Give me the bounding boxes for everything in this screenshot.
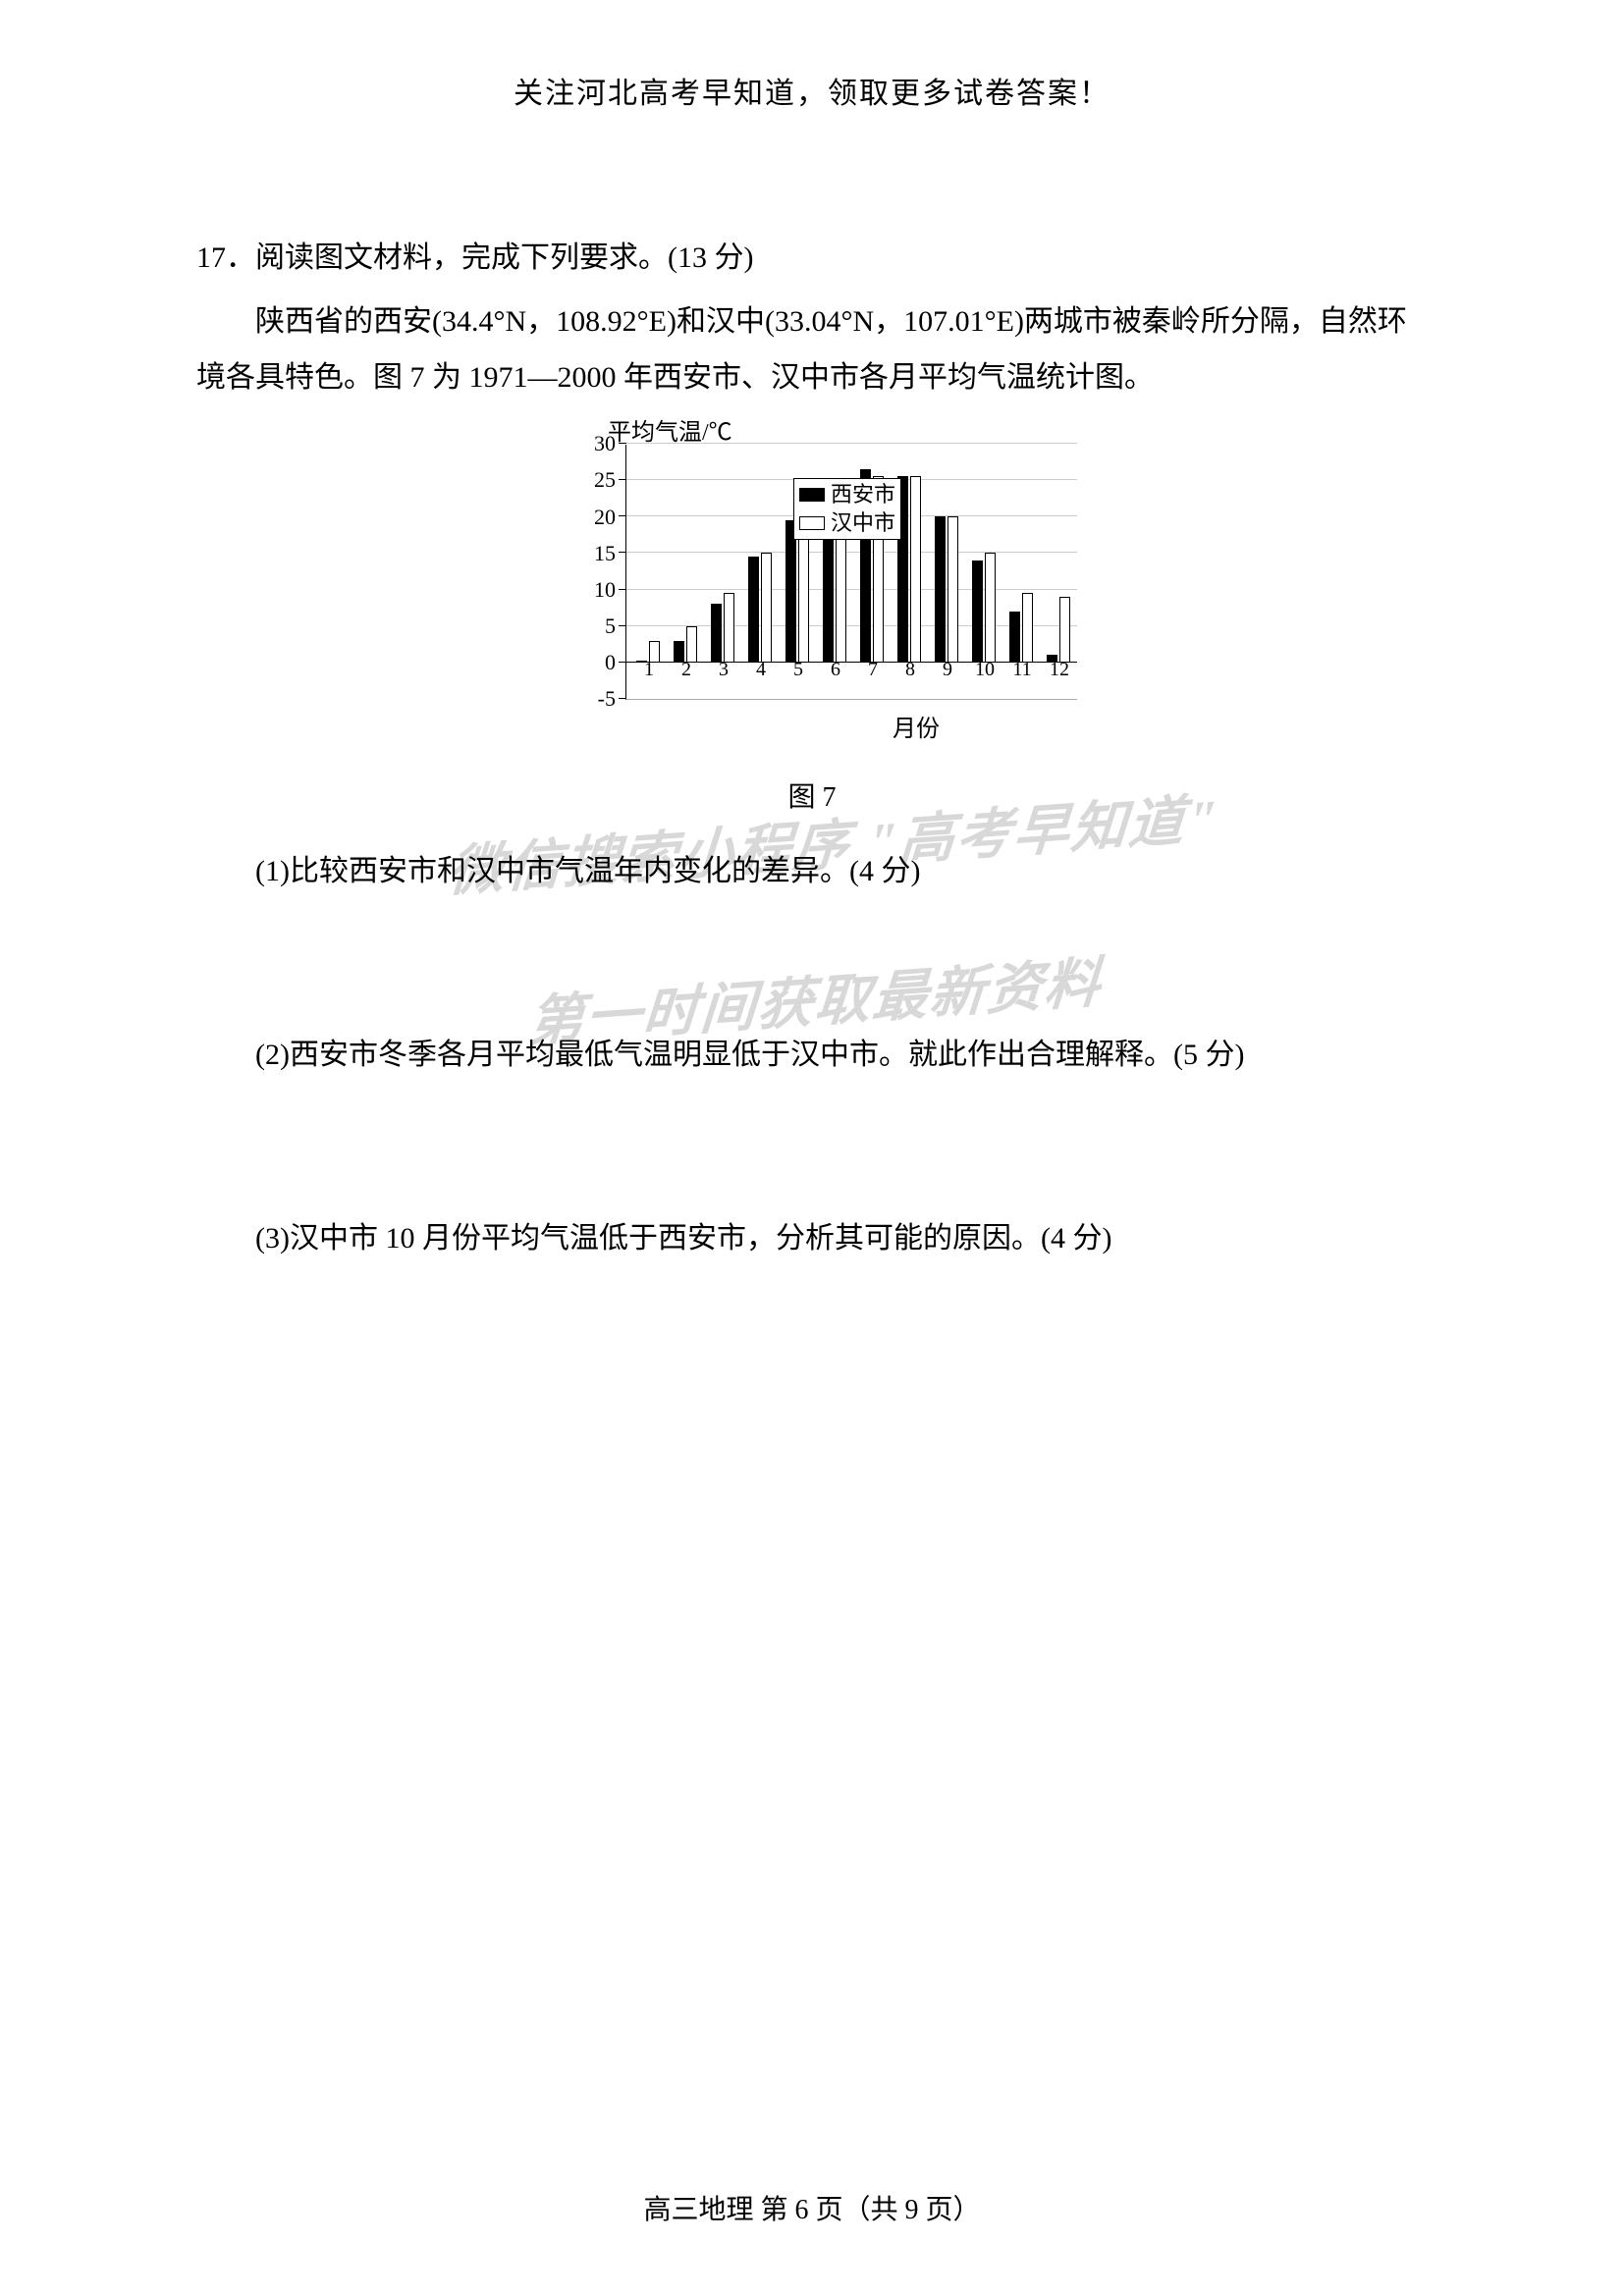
- bar-series-b: [798, 520, 809, 663]
- bar-series-b: [947, 516, 958, 663]
- bar-series-b: [985, 553, 996, 662]
- bar-series-a: [674, 641, 684, 663]
- chart-wrapper: 平均气温/℃ 西安市 汉中市 -505101520253012345678910…: [196, 415, 1428, 824]
- bar-series-a: [935, 516, 946, 663]
- swatch-a: [799, 488, 825, 502]
- y-axis-label: 15: [567, 533, 616, 574]
- y-axis-label: -5: [567, 678, 616, 720]
- y-axis-label: 5: [567, 606, 616, 647]
- content-area: 17．阅读图文材料，完成下列要求。(13 分) 陕西省的西安(34.4°N，10…: [196, 112, 1428, 1266]
- y-tick: [619, 552, 626, 553]
- question-stem-line: 17．阅读图文材料，完成下列要求。(13 分): [196, 230, 1428, 286]
- question-number: 17．: [196, 241, 255, 274]
- y-axis-label: 0: [567, 642, 616, 683]
- chart-caption: 图 7: [196, 772, 1428, 824]
- page-header: 关注河北高考早知道，领取更多试卷答案！: [0, 0, 1624, 112]
- bar-series-a: [785, 520, 796, 663]
- bar-series-a: [748, 557, 759, 663]
- legend-label-a: 西安市: [831, 481, 895, 509]
- x-axis-title: 月份: [893, 708, 940, 753]
- bar-series-b: [910, 476, 921, 662]
- bar-series-a: [636, 661, 647, 663]
- legend-item-a: 西安市: [799, 481, 895, 509]
- sub-question-1: (1)比较西安市和汉中市气温年内变化的差异。(4 分): [196, 843, 1428, 899]
- sub-question-3: (3)汉中市 10 月份平均气温低于西安市，分析其可能的原因。(4 分): [196, 1210, 1428, 1266]
- temperature-bar-chart: 平均气温/℃ 西安市 汉中市 -505101520253012345678910…: [537, 415, 1087, 749]
- plot-area: 西安市 汉中市 -5051015202530123456789101112: [625, 445, 1077, 700]
- y-tick: [619, 698, 626, 699]
- bar-series-a: [1009, 612, 1020, 663]
- grid-line: [626, 589, 1077, 590]
- bar-series-b: [686, 626, 697, 663]
- y-axis-label: 30: [567, 423, 616, 464]
- y-tick: [619, 479, 626, 480]
- bar-series-b: [761, 553, 772, 662]
- header-text: 关注河北高考早知道，领取更多试卷答案！: [514, 78, 1110, 110]
- y-tick: [619, 625, 626, 626]
- question-paragraph: 陕西省的西安(34.4°N，108.92°E)和汉中(33.04°N，107.0…: [196, 294, 1428, 405]
- chart-legend: 西安市 汉中市: [793, 478, 901, 540]
- legend-item-b: 汉中市: [799, 509, 895, 538]
- question-stem: 阅读图文材料，完成下列要求。(13 分): [255, 241, 753, 274]
- bar-series-a: [972, 561, 983, 663]
- page-footer: 高三地理 第 6 页（共 9 页）: [0, 2188, 1624, 2227]
- bar-series-b: [1022, 593, 1033, 663]
- sub-question-2: (2)西安市冬季各月平均最低气温明显低于汉中市。就此作出合理解释。(5 分): [196, 1027, 1428, 1083]
- y-axis-label: 10: [567, 569, 616, 611]
- legend-label-b: 汉中市: [831, 509, 895, 538]
- y-axis-label: 25: [567, 459, 616, 501]
- y-tick: [619, 662, 626, 663]
- y-tick: [619, 443, 626, 444]
- bar-series-b: [649, 641, 660, 663]
- grid-line: [626, 443, 1077, 444]
- bar-series-b: [724, 593, 734, 663]
- y-axis-label: 20: [567, 496, 616, 537]
- bar-series-b: [1059, 597, 1070, 663]
- grid-line: [626, 552, 1077, 553]
- y-tick: [619, 589, 626, 590]
- bar-series-a: [711, 604, 722, 662]
- swatch-b: [799, 516, 825, 530]
- y-tick: [619, 515, 626, 516]
- footer-text: 高三地理 第 6 页（共 9 页）: [643, 2195, 980, 2225]
- bar-series-a: [1047, 655, 1057, 662]
